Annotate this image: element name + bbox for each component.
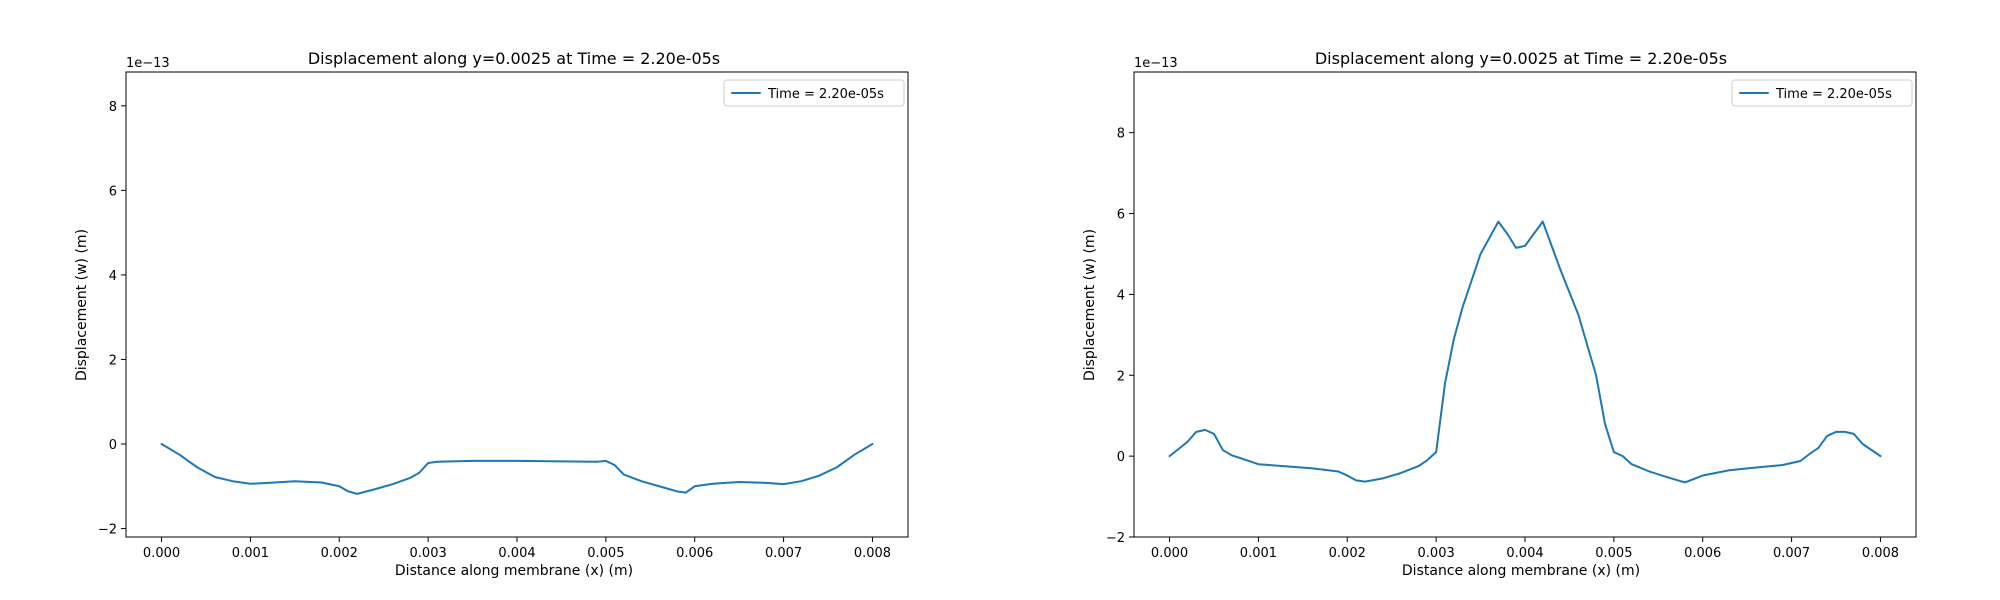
chart-left-legend-box [723, 79, 905, 107]
chart-left-y-multiplier: 1e−13 [126, 56, 170, 71]
chart-left-y-tick-label: 8 [109, 100, 117, 115]
chart-right-x-tick-label: 0.006 [1684, 546, 1721, 561]
chart-left-x-tick-label: 0.005 [587, 546, 624, 561]
chart-left-y-tick-label: 2 [109, 353, 117, 368]
chart-left-x-tick-label: 0.003 [410, 546, 447, 561]
chart-left-x-tick-label: 0.008 [854, 546, 891, 561]
chart-right-y-tick-label: 4 [1117, 288, 1125, 303]
chart-right-ticks: 0.000 0.001 0.002 0.003 0.004 0.005 0.006 0.007… [1106, 127, 1899, 561]
chart-left-y-tick-label: 0 [109, 438, 117, 453]
chart-left-series-line [160, 443, 874, 495]
chart-left-x-tick-label: 0.006 [676, 546, 713, 561]
chart-right-legend: Time = 2.20e-05s [1731, 79, 1913, 107]
chart-right-x-tick-label: 0.007 [1773, 546, 1810, 561]
chart-right-y-tick-label: 0 [1117, 450, 1125, 465]
chart-right-legend-box [1731, 79, 1913, 107]
chart-right-x-tick-label: 0.001 [1240, 546, 1277, 561]
chart-right-y-tick-label: −2 [1106, 531, 1125, 546]
chart-left-y-tick-label: 4 [109, 269, 117, 284]
chart-right-xlabel: Distance along membrane (x) (m) [1402, 563, 1640, 579]
chart-right-series-line [1168, 220, 1882, 484]
chart-left-ylabel: Displacement (w) (m) [74, 229, 90, 381]
chart-right-x-tick-label: 0.002 [1329, 546, 1366, 561]
chart-left-x-tick-label: 0.001 [232, 546, 269, 561]
chart-right-ylabel: Displacement (w) (m) [1082, 229, 1098, 381]
chart-left-xlabel: Distance along membrane (x) (m) [395, 563, 633, 579]
chart-right: Displacement along y=0.0025 at Time = 2.… [1082, 49, 1917, 579]
chart-right-x-tick-label: 0.005 [1595, 546, 1632, 561]
chart-right-y-tick-label: 6 [1117, 208, 1125, 223]
chart-left-y-tick-label: −2 [98, 523, 117, 538]
chart-left-legend: Time = 2.20e-05s [723, 79, 905, 107]
chart-right-x-tick-label: 0.000 [1151, 546, 1188, 561]
chart-right-plot-frame [1133, 71, 1917, 538]
chart-right-x-tick-label: 0.004 [1506, 546, 1543, 561]
chart-left-plot-frame [125, 71, 909, 538]
chart-right-y-tick-label: 2 [1117, 369, 1125, 384]
chart-left: Displacement along y=0.0025 at Time = 2.… [74, 49, 909, 579]
chart-left-x-tick-label: 0.007 [765, 546, 802, 561]
chart-right-y-multiplier: 1e−13 [1134, 56, 1178, 71]
chart-right-title: Displacement along y=0.0025 at Time = 2.… [1315, 49, 1727, 68]
chart-right-x-tick-label: 0.003 [1418, 546, 1455, 561]
chart-left-y-tick-label: 6 [109, 184, 117, 199]
chart-left-legend-label: Time = 2.20e-05s [767, 87, 884, 102]
chart-left-x-tick-label: 0.002 [321, 546, 358, 561]
chart-right-legend-label: Time = 2.20e-05s [1775, 87, 1892, 102]
chart-left-ticks: 0.000 0.001 0.002 0.003 0.004 0.005 0.006 0.007… [98, 100, 891, 561]
chart-right-x-tick-label: 0.008 [1862, 546, 1899, 561]
chart-right-y-tick-label: 8 [1117, 127, 1125, 142]
chart-left-title: Displacement along y=0.0025 at Time = 2.… [308, 49, 720, 68]
chart-left-x-tick-label: 0.004 [498, 546, 535, 561]
chart-left-x-tick-label: 0.000 [143, 546, 180, 561]
